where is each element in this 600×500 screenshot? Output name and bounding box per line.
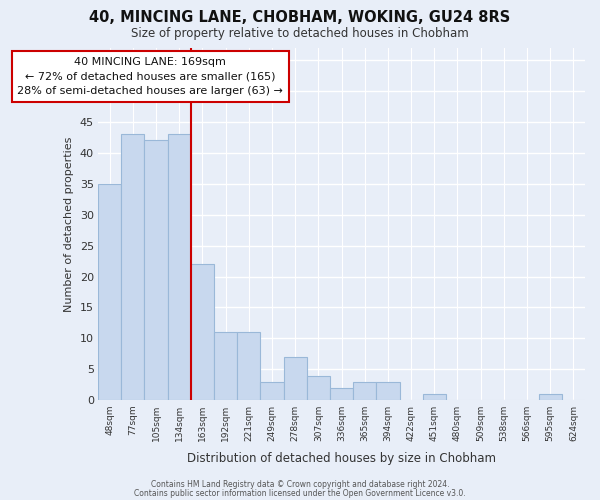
Text: Contains public sector information licensed under the Open Government Licence v3: Contains public sector information licen… (134, 488, 466, 498)
Bar (307, 376, 330, 400)
Bar (260, 382, 284, 400)
Bar (145, 140, 167, 400)
Bar (539, 394, 562, 400)
Bar (98, 184, 121, 400)
Bar (330, 388, 353, 400)
Text: 40, MINCING LANE, CHOBHAM, WOKING, GU24 8RS: 40, MINCING LANE, CHOBHAM, WOKING, GU24 … (89, 10, 511, 25)
Text: Contains HM Land Registry data © Crown copyright and database right 2024.: Contains HM Land Registry data © Crown c… (151, 480, 449, 489)
X-axis label: Distribution of detached houses by size in Chobham: Distribution of detached houses by size … (187, 452, 496, 465)
Bar (214, 332, 237, 400)
Text: 40 MINCING LANE: 169sqm
← 72% of detached houses are smaller (165)
28% of semi-d: 40 MINCING LANE: 169sqm ← 72% of detache… (17, 57, 283, 96)
Bar (167, 134, 191, 400)
Y-axis label: Number of detached properties: Number of detached properties (64, 136, 74, 312)
Bar (353, 382, 376, 400)
Bar (121, 134, 145, 400)
Bar (423, 394, 446, 400)
Text: Size of property relative to detached houses in Chobham: Size of property relative to detached ho… (131, 28, 469, 40)
Bar (284, 357, 307, 401)
Bar (376, 382, 400, 400)
Bar (191, 264, 214, 400)
Bar (237, 332, 260, 400)
